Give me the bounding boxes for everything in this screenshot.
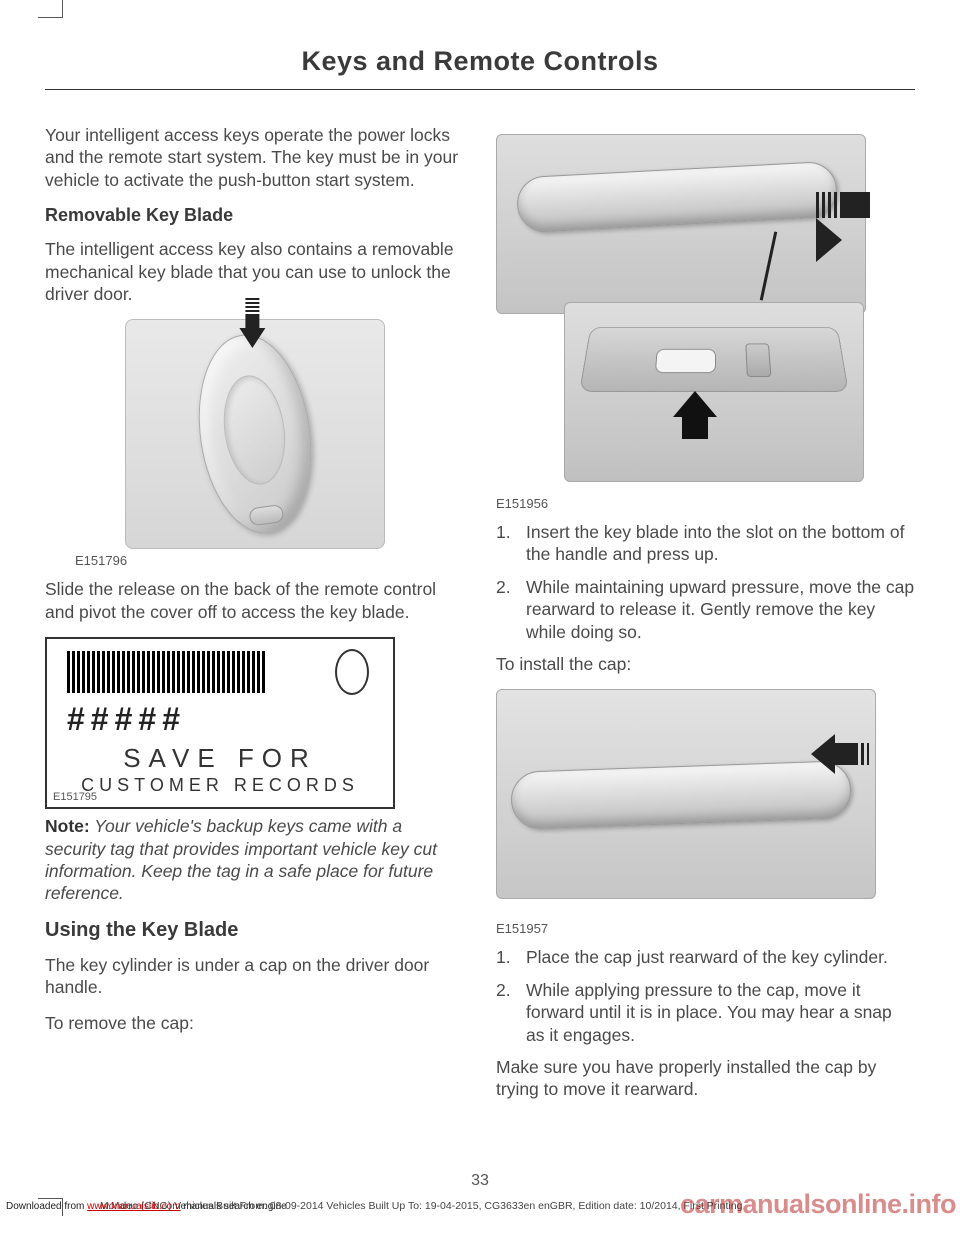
install-cap-text: To install the cap: <box>496 653 915 675</box>
figure-key-fob: E151796 <box>45 319 464 568</box>
slot-ridge <box>745 343 771 377</box>
page-content: Keys and Remote Controls Your intelligen… <box>45 0 915 1115</box>
figure-caption: E151796 <box>75 553 464 568</box>
step-text: While applying pressure to the cap, move… <box>526 979 915 1046</box>
up-arrow-icon <box>673 391 717 439</box>
two-column-layout: Your intelligent access keys operate the… <box>45 124 915 1115</box>
footer-pre: Downloaded from <box>6 1201 87 1212</box>
figure-caption: E151795 <box>53 791 97 803</box>
handle-panel-bottom <box>564 302 864 482</box>
key-fob-shape <box>186 328 323 541</box>
step-number: 1. <box>496 521 526 566</box>
key-fob-ring <box>248 504 284 527</box>
step-text: Insert the key blade into the slot on th… <box>526 521 915 566</box>
using-key-blade-heading: Using the Key Blade <box>45 919 464 942</box>
figure-security-tag: ##### SAVE FOR CUSTOMER RECORDS E151795 <box>45 637 464 809</box>
handle-underside <box>579 327 849 392</box>
left-arrow-icon <box>811 734 869 774</box>
key-fob-illustration <box>125 319 385 549</box>
right-column: E151956 1.Insert the key blade into the … <box>496 124 915 1115</box>
verify-text: Make sure you have properly installed th… <box>496 1056 915 1101</box>
barcode-graphic <box>67 651 267 693</box>
watermark: carmanualsonline.info <box>680 1189 956 1220</box>
tag-line1: SAVE FOR <box>47 743 393 774</box>
step-text: While maintaining upward pressure, move … <box>526 576 915 643</box>
step-number: 2. <box>496 576 526 643</box>
install-steps-list: 1.Place the cap just rearward of the key… <box>496 946 915 1046</box>
list-item: 2.While applying pressure to the cap, mo… <box>496 979 915 1046</box>
step-text: Place the cap just rearward of the key c… <box>526 946 888 968</box>
figure-caption: E151956 <box>496 496 915 511</box>
remove-steps-list: 1.Insert the key blade into the slot on … <box>496 521 915 643</box>
figure-caption: E151957 <box>496 921 915 936</box>
remove-cap-text: To remove the cap: <box>45 1012 464 1034</box>
note-text: Your vehicle's backup keys came with a s… <box>45 816 437 903</box>
slide-instruction: Slide the release on the back of the rem… <box>45 578 464 623</box>
page-number: 33 <box>0 1172 960 1190</box>
note-paragraph: Note: Your vehicle's backup keys came wi… <box>45 815 464 905</box>
removable-key-blade-body: The intelligent access key also contains… <box>45 238 464 305</box>
page-title: Keys and Remote Controls <box>45 46 915 90</box>
left-column: Your intelligent access keys operate the… <box>45 124 464 1115</box>
step-number: 2. <box>496 979 526 1046</box>
key-fob-button <box>217 372 292 489</box>
handle-illustration <box>496 134 876 494</box>
tag-line2: CUSTOMER RECORDS <box>47 775 393 796</box>
right-arrow-icon <box>816 192 876 262</box>
door-handle-bar <box>510 760 852 830</box>
figure-handle-remove: E151956 <box>496 134 915 511</box>
removable-key-blade-heading: Removable Key Blade <box>45 205 464 226</box>
list-item: 2.While maintaining upward pressure, mov… <box>496 576 915 643</box>
list-item: 1.Insert the key blade into the slot on … <box>496 521 915 566</box>
tag-hash-code: ##### <box>67 701 186 738</box>
down-arrow-icon <box>239 328 265 348</box>
using-key-blade-body: The key cylinder is under a cap on the d… <box>45 954 464 999</box>
door-handle-bar <box>516 161 838 234</box>
tag-hole <box>335 649 369 695</box>
intro-paragraph: Your intelligent access keys operate the… <box>45 124 464 191</box>
step-number: 1. <box>496 946 526 968</box>
handle-panel-top <box>496 134 866 314</box>
figure-handle-install: E151957 <box>496 689 915 936</box>
note-label: Note: <box>45 816 90 836</box>
slot-button <box>655 349 716 373</box>
handle-install-illustration <box>496 689 876 899</box>
key-blade-line <box>760 231 777 300</box>
security-tag-illustration: ##### SAVE FOR CUSTOMER RECORDS E151795 <box>45 637 395 809</box>
list-item: 1.Place the cap just rearward of the key… <box>496 946 915 968</box>
